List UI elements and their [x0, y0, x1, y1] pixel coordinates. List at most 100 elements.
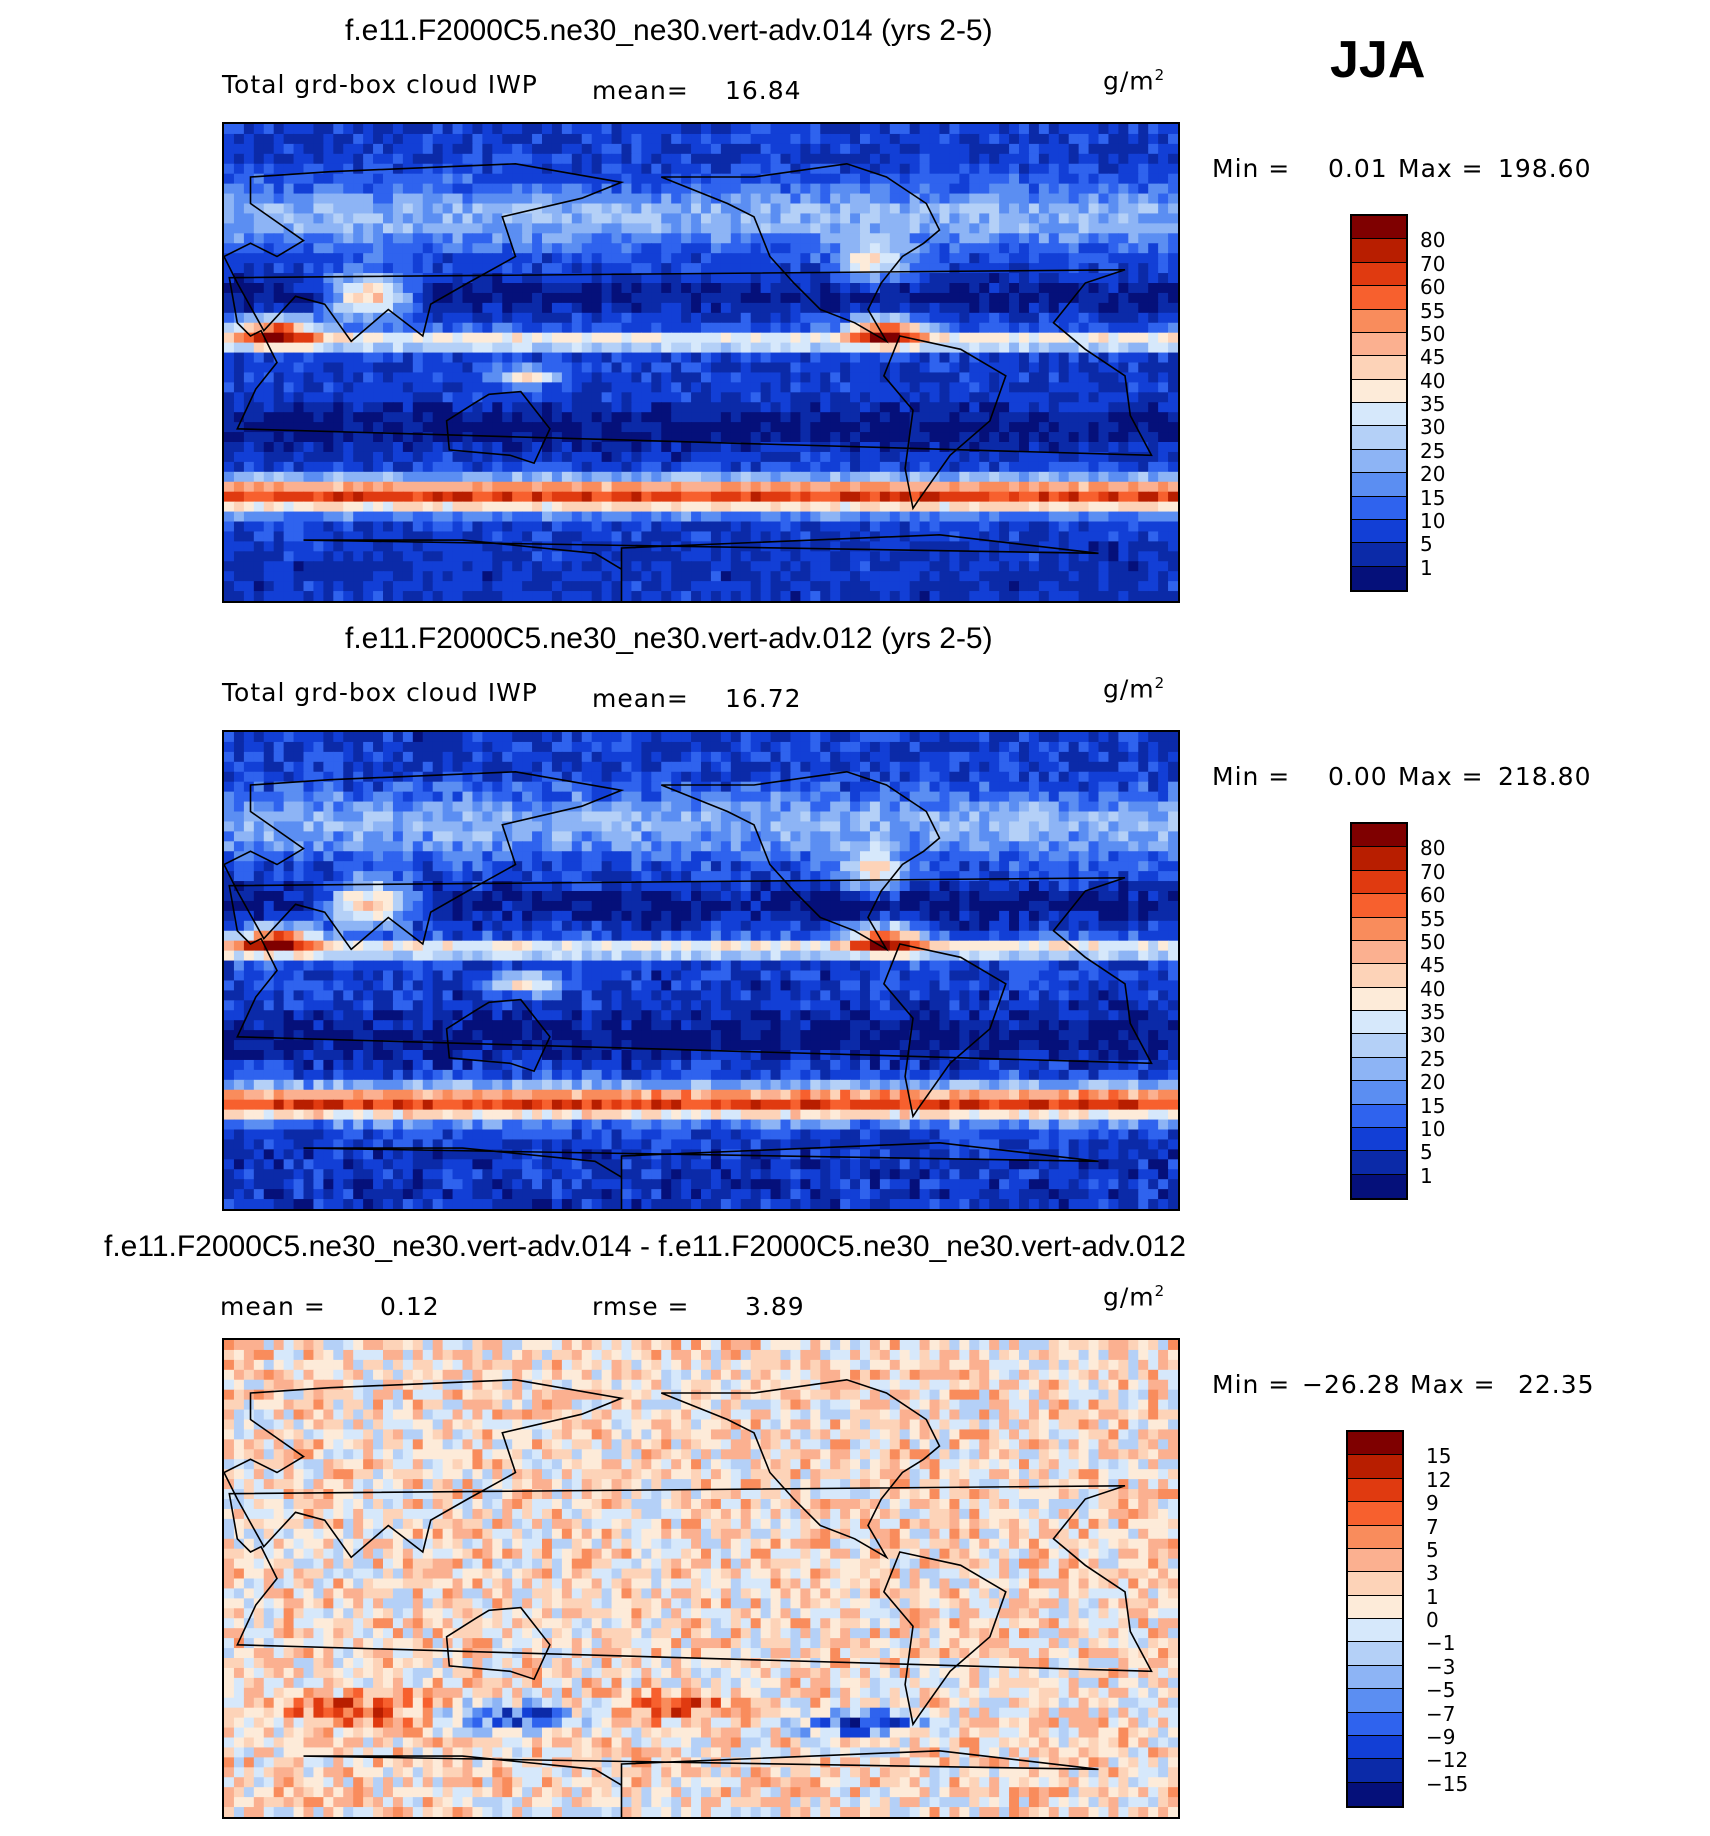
map-cell: [889, 511, 901, 523]
map-cell: [601, 511, 613, 523]
map-cell: [1038, 551, 1050, 562]
map-cell: [353, 541, 364, 552]
map-cell: [621, 471, 633, 483]
map-cell: [412, 124, 424, 135]
map-cell: [860, 133, 871, 145]
map-cell: [472, 442, 483, 453]
map-cell: [512, 461, 523, 473]
map-cell: [363, 312, 374, 324]
map-cell: [323, 511, 334, 523]
map-cell: [1038, 223, 1050, 234]
map-cell: [929, 531, 941, 542]
map-cell: [760, 302, 772, 314]
map-cell: [333, 233, 344, 244]
map-cell: [959, 591, 970, 601]
map-cell: [710, 133, 722, 145]
map-cell: [243, 253, 255, 264]
map-cell: [671, 382, 682, 393]
map-cell: [502, 223, 513, 234]
map-cell: [412, 432, 424, 443]
map-cell: [760, 173, 772, 185]
map-cell: [999, 124, 1010, 135]
map-cell: [482, 571, 493, 582]
map-cell: [353, 442, 364, 453]
map-cell: [1078, 173, 1090, 185]
map-cell: [313, 392, 324, 403]
map-cell: [800, 382, 811, 393]
map-cell: [273, 491, 285, 503]
map-cell: [392, 392, 404, 403]
map-cell: [611, 751, 623, 763]
map-cell: [889, 581, 901, 592]
map-cell: [1009, 481, 1020, 493]
map-cell: [293, 143, 305, 155]
map-cell: [293, 273, 305, 284]
map-cell: [671, 183, 682, 195]
map-cell: [1038, 203, 1050, 215]
map-cell: [383, 591, 394, 601]
map-cell: [253, 233, 265, 244]
map-cell: [293, 352, 305, 364]
map-cell: [949, 432, 960, 443]
map-cell: [233, 163, 245, 175]
map-cell: [492, 292, 503, 304]
map-cell: [333, 471, 344, 483]
map-cell: [502, 442, 513, 453]
map-cell: [1038, 213, 1050, 224]
map-cell: [253, 322, 265, 334]
map-cell: [243, 243, 255, 254]
map-cell: [1028, 751, 1040, 763]
map-cell: [979, 442, 990, 453]
map-cell: [899, 402, 911, 413]
map-cell: [383, 143, 394, 155]
map-cell: [542, 412, 553, 423]
map-cell: [303, 203, 315, 215]
map-cell: [701, 153, 712, 165]
map-cell: [522, 342, 533, 354]
map-cell: [492, 213, 503, 224]
map-cell: [432, 571, 444, 582]
map-cell: [343, 531, 354, 542]
map-cell: [343, 392, 354, 403]
map-cell: [1019, 193, 1030, 205]
map-cell: [1019, 213, 1030, 224]
map-cell: [283, 402, 295, 413]
map-cell: [800, 124, 811, 135]
map-cell: [1068, 551, 1080, 562]
map-cell: [959, 193, 970, 205]
map-cell: [820, 741, 831, 753]
map-cell: [253, 432, 265, 443]
map-cell: [462, 382, 474, 393]
map-cell: [780, 451, 792, 463]
map-cell: [1028, 491, 1040, 503]
map-cell: [571, 273, 583, 284]
map-cell: [462, 283, 474, 294]
map-cell: [422, 561, 434, 572]
map-cell: [492, 491, 503, 503]
map-cell: [1058, 153, 1070, 165]
map-cell: [840, 302, 851, 314]
map-cell: [1019, 531, 1030, 542]
map-cell: [621, 223, 633, 234]
map-cell: [979, 491, 990, 503]
map-cell: [929, 183, 941, 195]
map-cell: [790, 561, 801, 572]
map-cell: [830, 392, 841, 403]
colorbar-swatch: [1352, 473, 1406, 497]
map-cell: [800, 223, 811, 234]
map-cell: [283, 521, 295, 533]
map-cell: [1168, 133, 1178, 145]
map-cell: [1058, 501, 1070, 513]
map-cell: [949, 591, 960, 601]
map-cell: [1019, 511, 1030, 523]
map-cell: [253, 223, 265, 234]
map-cell: [313, 362, 324, 374]
map-cell: [353, 173, 364, 185]
map-cell: [343, 312, 354, 324]
map-cell: [780, 153, 792, 165]
map-cell: [363, 741, 374, 753]
map-cell: [1058, 432, 1070, 443]
map-cell: [939, 551, 951, 562]
map-cell: [710, 402, 722, 413]
map-cell: [1108, 143, 1119, 155]
